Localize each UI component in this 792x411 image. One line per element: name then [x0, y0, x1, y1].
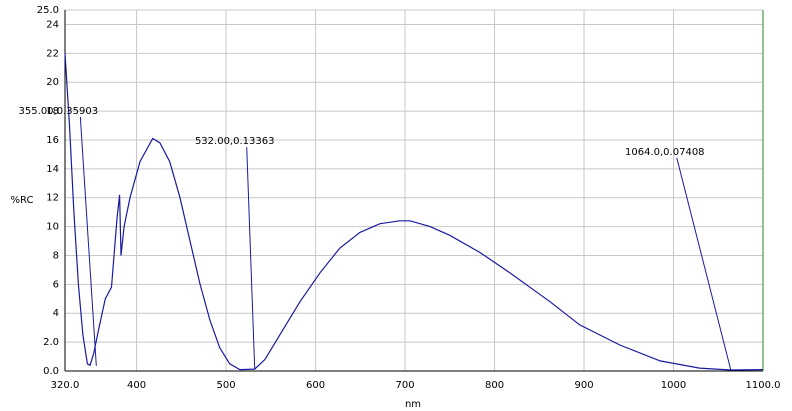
y-tick-label: 4: [53, 308, 59, 319]
x-tick-label: 500: [217, 380, 236, 391]
x-tick-label: 600: [306, 380, 325, 391]
y-tick-label: 2.0: [43, 337, 59, 348]
annotation-label: 1064.0,0.07408: [625, 147, 705, 158]
y-axis-label: %RC: [11, 195, 34, 206]
x-tick-label: 1100.0: [746, 380, 781, 391]
y-tick-label: 24: [46, 19, 59, 30]
plot-area: [65, 10, 763, 371]
y-tick-label: 16: [46, 135, 59, 146]
y-tick-label: 22: [46, 48, 59, 59]
annotation-label: 355.00,0.35903: [19, 106, 99, 117]
y-tick-label: 8: [53, 250, 59, 261]
y-tick-label: 6: [53, 279, 59, 290]
y-tick-label: 14: [46, 164, 59, 175]
x-tick-label: 1000: [661, 380, 686, 391]
data-line: [64, 53, 764, 371]
annotation-label: 532.00,0.13363: [195, 136, 275, 147]
annotation-leader: [79, 116, 97, 366]
x-tick-label: 320.0: [51, 380, 80, 391]
annotation-leader: [676, 157, 732, 371]
x-tick-label: 700: [396, 380, 415, 391]
x-axis-label: nm: [405, 399, 421, 410]
x-tick-label: 800: [485, 380, 504, 391]
y-tick-label: 18: [46, 106, 59, 117]
y-tick-label: 25.0: [37, 5, 59, 16]
y-tick-label: 20: [46, 77, 59, 88]
annotation-leader: [246, 147, 256, 370]
y-tick-label: 10: [46, 222, 59, 233]
y-tick-label: 12: [46, 193, 59, 204]
y-tick-label: 0.0: [43, 366, 59, 377]
x-tick-label: 900: [574, 380, 593, 391]
x-tick-label: 400: [127, 380, 146, 391]
